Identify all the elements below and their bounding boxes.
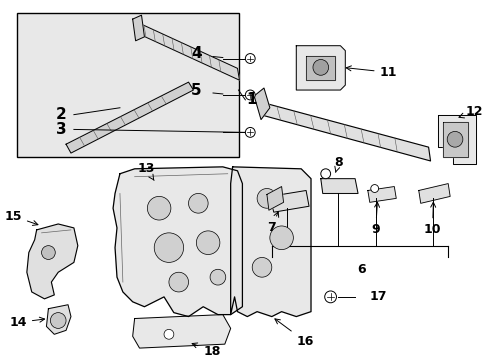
Polygon shape — [134, 21, 239, 80]
Polygon shape — [437, 114, 475, 164]
Text: 15: 15 — [4, 210, 38, 225]
Circle shape — [312, 59, 328, 75]
Polygon shape — [66, 82, 193, 153]
Circle shape — [324, 291, 336, 303]
Circle shape — [168, 272, 188, 292]
Text: 7: 7 — [267, 212, 278, 234]
Text: 16: 16 — [274, 319, 313, 348]
Polygon shape — [305, 55, 335, 80]
Text: 18: 18 — [192, 343, 220, 357]
Text: 14: 14 — [9, 316, 44, 329]
Circle shape — [370, 185, 378, 193]
Polygon shape — [27, 224, 78, 299]
Circle shape — [163, 329, 173, 339]
Circle shape — [245, 127, 255, 137]
Text: 10: 10 — [423, 202, 440, 237]
Polygon shape — [132, 15, 144, 41]
Circle shape — [154, 233, 183, 262]
Polygon shape — [442, 122, 467, 157]
Circle shape — [257, 189, 276, 208]
Text: 8: 8 — [333, 156, 342, 172]
Circle shape — [269, 226, 293, 249]
Circle shape — [252, 257, 271, 277]
Polygon shape — [260, 102, 429, 161]
Polygon shape — [46, 305, 71, 334]
Circle shape — [188, 193, 208, 213]
Circle shape — [50, 312, 66, 328]
Text: 5: 5 — [191, 82, 201, 98]
Circle shape — [245, 54, 255, 63]
Polygon shape — [269, 190, 308, 212]
Circle shape — [245, 90, 255, 100]
Circle shape — [147, 197, 170, 220]
Circle shape — [210, 269, 225, 285]
Circle shape — [320, 169, 330, 179]
Polygon shape — [367, 186, 395, 202]
Text: 2: 2 — [56, 107, 66, 122]
Text: 1: 1 — [246, 93, 256, 107]
Circle shape — [41, 246, 55, 260]
Text: 13: 13 — [138, 162, 155, 180]
Polygon shape — [113, 167, 242, 316]
Text: 12: 12 — [458, 105, 482, 118]
Polygon shape — [418, 184, 449, 203]
Polygon shape — [132, 315, 230, 348]
Polygon shape — [266, 186, 283, 210]
Text: 11: 11 — [346, 66, 396, 79]
Circle shape — [447, 131, 462, 147]
Text: 9: 9 — [370, 202, 379, 237]
Polygon shape — [230, 167, 310, 316]
Text: 6: 6 — [357, 263, 366, 276]
Text: 4: 4 — [191, 46, 201, 61]
Text: 3: 3 — [56, 122, 66, 137]
Circle shape — [196, 231, 220, 255]
Polygon shape — [296, 46, 345, 90]
Polygon shape — [320, 179, 357, 193]
Text: 17: 17 — [369, 291, 386, 303]
Polygon shape — [254, 88, 269, 120]
Bar — [17, 13, 239, 157]
